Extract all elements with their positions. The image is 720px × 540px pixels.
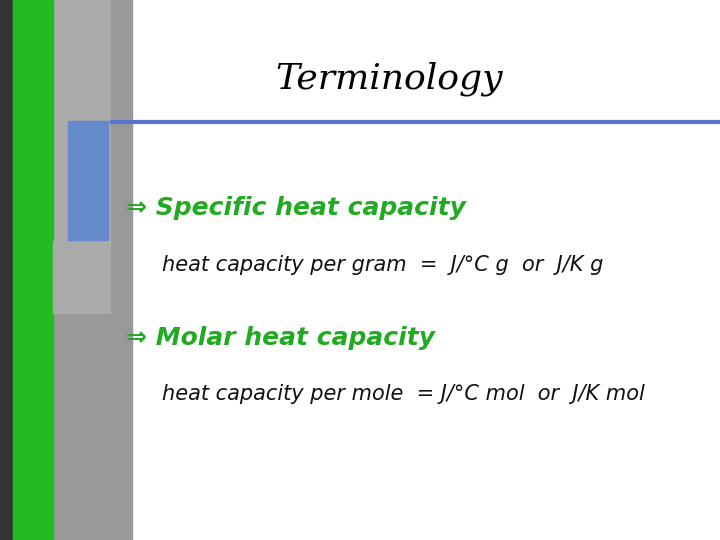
- Bar: [13, 0, 53, 240]
- Text: heat capacity per mole  = J/°C mol  or  J/K mol: heat capacity per mole = J/°C mol or J/K…: [162, 384, 644, 404]
- Text: heat capacity per gram  =  J/°C g  or  J/K g: heat capacity per gram = J/°C g or J/K g: [162, 254, 603, 275]
- Text: ⇒ Specific heat capacity: ⇒ Specific heat capacity: [126, 196, 466, 220]
- Bar: [13, 0, 53, 540]
- Bar: [53, 0, 110, 313]
- Bar: [0, 0, 13, 540]
- Text: Terminology: Terminology: [275, 61, 503, 96]
- Bar: [53, 0, 132, 540]
- Text: ⇒ Molar heat capacity: ⇒ Molar heat capacity: [126, 326, 435, 349]
- Bar: [68, 122, 108, 240]
